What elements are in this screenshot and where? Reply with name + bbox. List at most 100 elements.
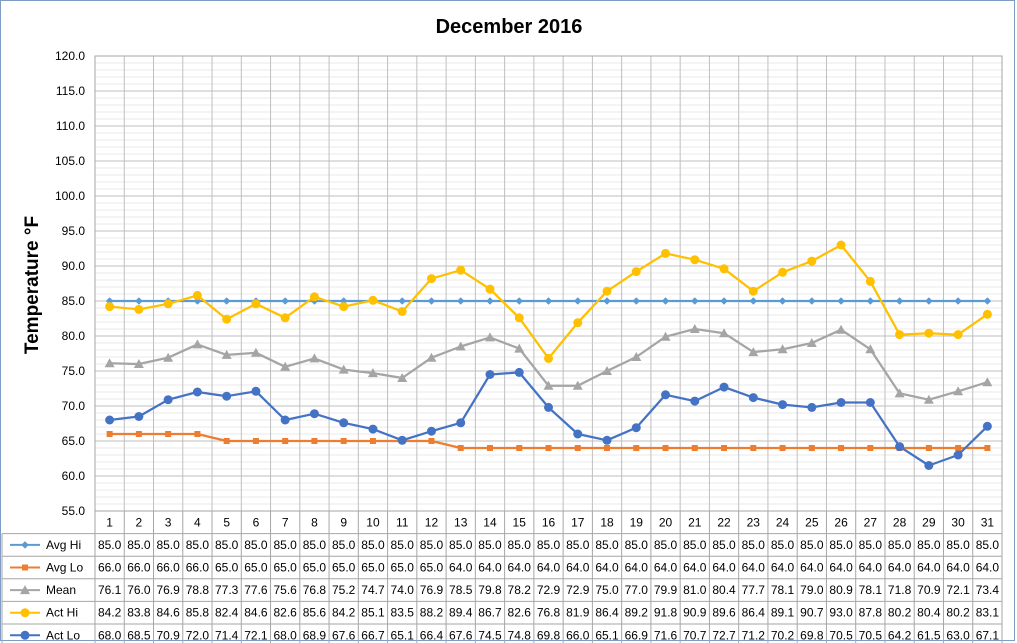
data-point xyxy=(367,368,378,378)
series-avg-hi xyxy=(105,297,992,305)
data-label: 71.4 xyxy=(215,628,239,642)
data-point xyxy=(836,324,847,334)
y-tick-label: 110.0 xyxy=(56,119,85,133)
data-label: 85.0 xyxy=(742,538,766,552)
data-label: 66.0 xyxy=(127,561,151,575)
data-label: 66.7 xyxy=(361,628,385,642)
data-label: 64.0 xyxy=(654,561,678,575)
x-tick-label: 23 xyxy=(747,515,761,529)
data-label: 77.7 xyxy=(742,583,766,597)
data-label: 82.6 xyxy=(508,606,532,620)
x-tick-label: 28 xyxy=(893,515,907,529)
data-point xyxy=(223,438,230,444)
legend-entry: Avg Lo xyxy=(46,561,83,575)
data-label: 85.0 xyxy=(888,538,912,552)
data-point xyxy=(631,352,642,361)
data-label: 85.6 xyxy=(303,606,327,620)
data-label: 82.6 xyxy=(273,606,297,620)
data-label: 72.7 xyxy=(712,628,736,642)
data-label: 80.4 xyxy=(917,606,941,620)
data-point xyxy=(573,429,583,439)
data-point xyxy=(924,328,934,338)
data-point xyxy=(983,297,992,305)
x-tick-label: 14 xyxy=(483,515,497,529)
y-tick-label: 90.0 xyxy=(62,259,86,273)
data-point xyxy=(895,330,905,340)
data-point xyxy=(661,248,671,258)
data-label: 89.6 xyxy=(712,606,736,620)
y-tick-label: 85.0 xyxy=(62,294,86,308)
data-point xyxy=(544,402,553,412)
data-label: 64.0 xyxy=(829,561,853,575)
data-label: 75.2 xyxy=(332,583,356,597)
data-point xyxy=(954,297,962,305)
data-point xyxy=(281,297,290,305)
x-tick-label: 8 xyxy=(311,515,318,529)
data-point xyxy=(309,409,319,419)
data-point xyxy=(838,445,845,451)
data-point xyxy=(807,256,817,266)
data-point xyxy=(105,302,115,312)
x-tick-label: 9 xyxy=(340,515,347,529)
data-point xyxy=(865,398,875,407)
data-label: 71.2 xyxy=(742,628,766,642)
data-point xyxy=(457,445,464,451)
data-point xyxy=(105,415,115,425)
data-point xyxy=(748,393,758,403)
data-point xyxy=(631,267,641,277)
data-point xyxy=(836,240,846,250)
data-point xyxy=(895,442,905,452)
data-label: 85.0 xyxy=(683,538,707,552)
data-label: 70.5 xyxy=(859,628,883,642)
data-point xyxy=(778,297,787,305)
y-tick-label: 95.0 xyxy=(62,224,86,238)
data-point xyxy=(806,338,817,347)
data-point xyxy=(192,339,203,349)
data-point xyxy=(953,386,964,396)
data-point xyxy=(222,391,232,401)
data-label: 85.0 xyxy=(273,538,297,552)
data-label: 78.1 xyxy=(771,583,795,597)
data-label: 78.1 xyxy=(859,583,883,597)
data-label: 72.1 xyxy=(244,628,268,642)
data-label: 85.0 xyxy=(508,538,532,552)
data-label: 85.0 xyxy=(391,538,415,552)
x-tick-label: 5 xyxy=(223,515,230,529)
data-label: 86.7 xyxy=(478,606,502,620)
data-point xyxy=(691,445,698,451)
data-label: 93.0 xyxy=(829,606,853,620)
data-label: 70.9 xyxy=(917,583,941,597)
data-point xyxy=(134,304,144,314)
data-point xyxy=(456,418,466,428)
data-label: 67.1 xyxy=(976,628,1000,642)
data-point xyxy=(719,264,729,274)
data-label: 85.0 xyxy=(420,538,444,552)
legend-entry: Avg Hi xyxy=(46,538,81,552)
y-tick-label: 120.0 xyxy=(55,49,85,63)
data-point xyxy=(865,276,875,286)
data-point xyxy=(134,412,144,421)
data-label: 85.0 xyxy=(215,538,239,552)
legend-key-marker xyxy=(20,585,30,595)
x-tick-label: 19 xyxy=(630,515,644,529)
data-label: 71.8 xyxy=(888,583,912,597)
data-label: 86.4 xyxy=(595,606,619,620)
data-point xyxy=(514,313,524,323)
data-label: 72.1 xyxy=(946,583,970,597)
data-point xyxy=(426,352,437,362)
data-label: 85.0 xyxy=(917,538,941,552)
data-label: 74.0 xyxy=(391,583,415,597)
data-label: 78.5 xyxy=(449,583,473,597)
data-label: 90.7 xyxy=(800,606,824,620)
data-label: 86.4 xyxy=(742,606,766,620)
data-point xyxy=(633,445,640,451)
data-label: 63.0 xyxy=(946,628,970,642)
data-label: 65.1 xyxy=(595,628,619,642)
data-label: 64.0 xyxy=(595,561,619,575)
data-label: 77.6 xyxy=(244,583,268,597)
data-point xyxy=(485,370,495,379)
data-label: 76.8 xyxy=(303,583,327,597)
data-label: 76.9 xyxy=(420,583,444,597)
data-label: 64.0 xyxy=(888,561,912,575)
